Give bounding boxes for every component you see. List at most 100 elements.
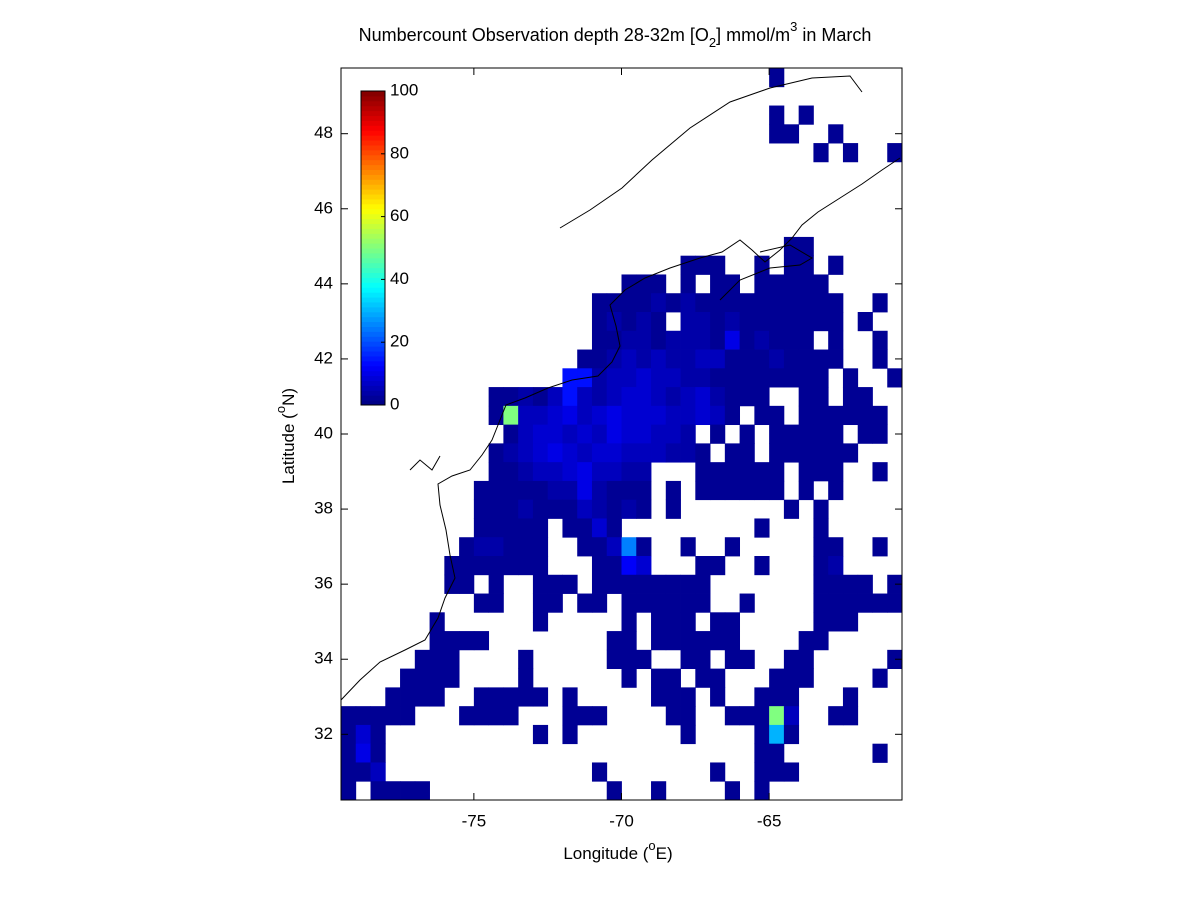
heat-cell	[503, 706, 519, 726]
colorbar-swatch	[361, 243, 385, 249]
heat-cell	[842, 574, 859, 594]
heat-cell	[651, 668, 667, 688]
heat-cell	[710, 480, 726, 501]
heat-cell	[651, 593, 667, 613]
heat-cell	[828, 593, 844, 613]
heat-cell	[710, 368, 726, 388]
heat-cell	[754, 405, 770, 426]
heat-cell	[591, 574, 608, 594]
heat-cell	[872, 593, 888, 613]
heat-cell	[621, 480, 637, 501]
heat-cell	[739, 424, 755, 444]
heat-cell	[710, 405, 726, 426]
heat-cell	[651, 368, 667, 388]
heat-cell	[532, 724, 549, 745]
ylabel-part: N)	[279, 388, 298, 406]
heat-cell	[518, 443, 534, 463]
heat-cell	[769, 312, 785, 332]
heat-cell	[754, 462, 770, 482]
heat-cell	[577, 499, 593, 519]
heat-cell	[341, 781, 357, 801]
heat-cell	[562, 368, 578, 388]
colorbar-swatch	[361, 100, 385, 107]
heat-cell	[798, 443, 814, 463]
heat-cell	[621, 462, 637, 482]
colorbar-swatch	[361, 223, 385, 229]
heat-cell	[636, 462, 652, 482]
heat-cell	[798, 312, 814, 332]
heat-cell	[695, 443, 711, 463]
heat-cell	[872, 293, 888, 313]
heat-cell	[591, 537, 608, 557]
y-tick-label: 40	[314, 423, 333, 442]
ylabel-part: Latitude (	[279, 413, 298, 484]
chart-title: Numbercount Observation depth 28-32m [O2…	[359, 19, 872, 50]
title-part: ] mmol/m	[716, 25, 790, 45]
heat-cell	[769, 443, 785, 463]
heat-cell	[754, 387, 770, 407]
heat-cell	[651, 631, 667, 651]
heat-cell	[665, 293, 681, 313]
heat-cell	[621, 387, 637, 407]
heat-cell	[503, 462, 519, 482]
colorbar-swatch	[361, 306, 385, 313]
heat-cell	[532, 499, 549, 519]
heat-cell	[710, 274, 726, 294]
heat-cell	[769, 68, 785, 88]
heat-cell	[385, 781, 401, 801]
heat-cell	[503, 443, 519, 463]
heat-cell	[606, 556, 622, 576]
heat-cell	[621, 556, 637, 576]
heat-cell	[355, 743, 371, 763]
heat-cell	[813, 349, 829, 369]
heat-cell	[813, 574, 829, 594]
heat-cell	[680, 405, 696, 426]
heat-cell	[385, 706, 401, 726]
colorbar-swatch	[361, 297, 385, 303]
heat-cell	[813, 143, 829, 163]
heat-cell	[783, 443, 800, 463]
heat-cell	[591, 349, 608, 369]
heat-cell	[591, 387, 608, 407]
heat-cell	[695, 293, 711, 313]
colorbar-swatch	[361, 91, 385, 97]
heat-cell	[680, 312, 696, 332]
heat-cell	[783, 424, 800, 444]
heat-cell	[695, 368, 711, 388]
heat-cell	[621, 668, 637, 688]
colorbar-swatch	[361, 351, 385, 357]
heat-cell	[562, 443, 578, 463]
heat-cell	[503, 518, 519, 538]
heat-cell	[518, 668, 534, 688]
heat-cell	[754, 706, 770, 726]
heat-cell	[355, 706, 371, 726]
colorbar-swatch	[361, 203, 385, 210]
heat-cell	[724, 649, 741, 670]
colorbar-swatch	[361, 282, 385, 288]
heat-cell	[503, 499, 519, 519]
heat-cell	[621, 537, 637, 557]
heat-cell	[651, 293, 667, 313]
heat-cell	[695, 574, 711, 594]
heat-cell	[547, 443, 563, 463]
heat-cell	[695, 631, 711, 651]
heat-cell	[444, 668, 460, 688]
heat-cell	[813, 499, 829, 519]
colorbar-swatch	[361, 125, 385, 131]
colorbar-swatch	[361, 213, 385, 220]
heat-cell	[488, 480, 504, 501]
heat-cell	[798, 349, 814, 369]
heat-cell	[828, 349, 844, 369]
heat-cell	[532, 574, 549, 594]
heat-cell	[783, 312, 800, 332]
heat-cell	[724, 368, 741, 388]
heat-cell	[887, 574, 903, 594]
heat-cell	[724, 537, 741, 557]
heat-cell	[651, 781, 667, 801]
heat-cell	[532, 424, 549, 444]
heat-cell	[547, 593, 563, 613]
heat-cell	[547, 574, 563, 594]
heat-cell	[828, 330, 844, 350]
heat-cell	[636, 330, 652, 350]
colorbar-tick-label: 80	[390, 143, 409, 162]
